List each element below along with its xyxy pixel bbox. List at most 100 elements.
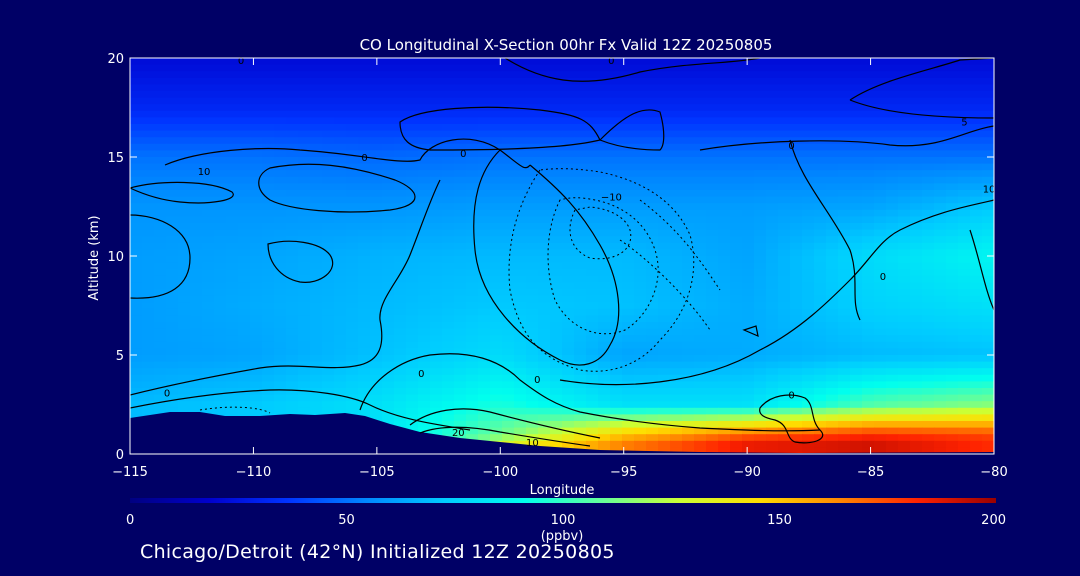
heatmap-cell: [598, 374, 611, 382]
heatmap-cell: [778, 190, 791, 198]
heatmap-cell: [358, 170, 371, 178]
heatmap-cell: [958, 190, 971, 198]
heatmap-cell: [730, 388, 743, 396]
heatmap-cell: [298, 282, 311, 290]
heatmap-cell: [262, 308, 275, 316]
heatmap-cell: [190, 176, 203, 184]
heatmap-cell: [982, 421, 994, 429]
heatmap-cell: [262, 275, 275, 283]
heatmap-cell: [730, 170, 743, 178]
heatmap-cell: [442, 328, 455, 336]
heatmap-cell: [238, 163, 251, 171]
heatmap-cell: [706, 176, 719, 184]
heatmap-cell: [694, 249, 707, 257]
heatmap-cell: [370, 150, 383, 158]
heatmap-cell: [586, 163, 599, 171]
heatmap-cell: [394, 58, 407, 66]
heatmap-cell: [886, 269, 899, 277]
heatmap-cell: [262, 229, 275, 237]
heatmap-cell: [802, 249, 815, 257]
colorbar-tick-label: 200: [981, 513, 1006, 528]
heatmap-cell: [286, 196, 299, 204]
heatmap-cell: [694, 262, 707, 270]
heatmap-cell: [130, 157, 143, 165]
heatmap-cell: [874, 374, 887, 382]
heatmap-cell: [874, 322, 887, 330]
heatmap-cell: [250, 64, 263, 72]
heatmap-cell: [694, 137, 707, 145]
heatmap-cell: [358, 381, 371, 389]
heatmap-cell: [130, 124, 143, 132]
heatmap-cell: [190, 130, 203, 138]
heatmap-cell: [358, 275, 371, 283]
heatmap-cell: [466, 275, 479, 283]
heatmap-cell: [406, 58, 419, 66]
heatmap-cell: [442, 229, 455, 237]
heatmap-cell: [178, 183, 191, 191]
heatmap-cell: [226, 242, 239, 250]
heatmap-cell: [670, 216, 683, 224]
heatmap-cell: [526, 401, 539, 409]
heatmap-cell: [946, 64, 959, 72]
heatmap-cell: [178, 97, 191, 105]
heatmap-cell: [934, 190, 947, 198]
heatmap-cell: [694, 308, 707, 316]
heatmap-cell: [574, 84, 587, 92]
terrain: [130, 412, 994, 454]
heatmap-cell: [658, 150, 671, 158]
heatmap-cell: [322, 209, 335, 217]
heatmap-cell: [574, 157, 587, 165]
heatmap-cell: [610, 143, 623, 151]
heatmap-cell: [262, 170, 275, 178]
heatmap-cell: [778, 374, 791, 382]
heatmap-cell: [394, 328, 407, 336]
heatmap-cell: [250, 203, 263, 211]
heatmap-cell: [670, 401, 683, 409]
heatmap-cell: [598, 209, 611, 217]
heatmap-cell: [982, 97, 994, 105]
heatmap-cell: [814, 414, 827, 422]
heatmap-cell: [934, 137, 947, 145]
heatmap-cell: [850, 58, 863, 66]
heatmap-cell: [658, 388, 671, 396]
heatmap-cell: [982, 209, 994, 217]
heatmap-cell: [658, 77, 671, 85]
heatmap-cell: [238, 58, 251, 66]
heatmap-cell: [742, 355, 755, 363]
heatmap-cell: [394, 262, 407, 270]
heatmap-cell: [514, 209, 527, 217]
heatmap-cell: [898, 447, 911, 454]
heatmap-cell: [658, 328, 671, 336]
heatmap-cell: [130, 256, 143, 264]
heatmap-cell: [166, 117, 179, 125]
heatmap-cell: [262, 157, 275, 165]
heatmap-cell: [682, 203, 695, 211]
heatmap-cell: [478, 84, 491, 92]
heatmap-cell: [766, 447, 779, 454]
heatmap-cell: [610, 440, 623, 448]
heatmap-cell: [658, 58, 671, 66]
heatmap-cell: [346, 163, 359, 171]
heatmap-cell: [826, 262, 839, 270]
heatmap-cell: [406, 130, 419, 138]
heatmap-cell: [658, 236, 671, 244]
heatmap-cell: [142, 282, 155, 290]
heatmap-cell: [130, 91, 143, 99]
heatmap-cell: [730, 190, 743, 198]
heatmap-cell: [130, 355, 143, 363]
heatmap-cell: [370, 341, 383, 349]
heatmap-cell: [766, 368, 779, 376]
heatmap-cell: [334, 110, 347, 118]
heatmap-cell: [334, 203, 347, 211]
heatmap-cell: [874, 401, 887, 409]
heatmap-cell: [886, 368, 899, 376]
heatmap-cell: [754, 315, 767, 323]
heatmap-cell: [358, 91, 371, 99]
heatmap-cell: [490, 91, 503, 99]
heatmap-cell: [754, 427, 767, 435]
heatmap-cell: [814, 374, 827, 382]
heatmap-cell: [922, 130, 935, 138]
heatmap-cell: [502, 315, 515, 323]
heatmap-cell: [682, 143, 695, 151]
heatmap-cell: [334, 216, 347, 224]
